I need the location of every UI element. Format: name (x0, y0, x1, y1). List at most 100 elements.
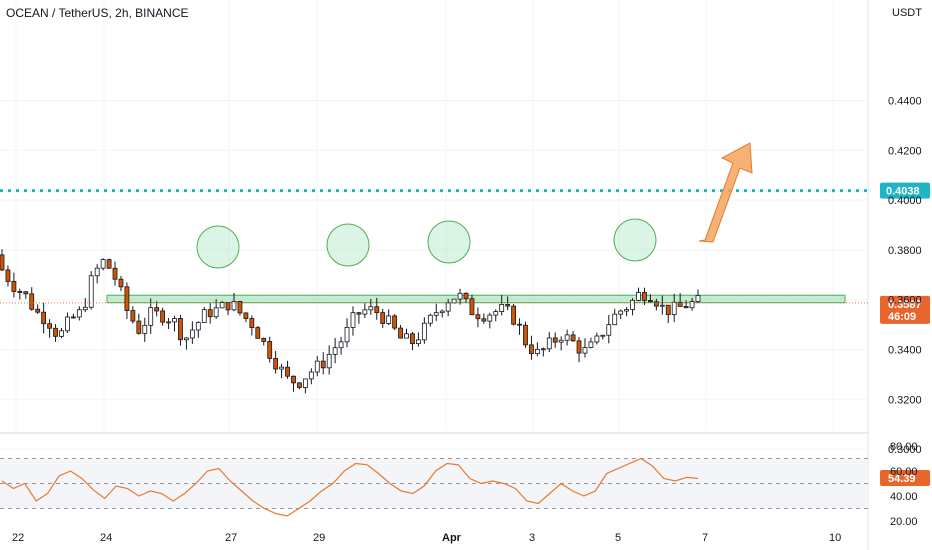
candle-body (53, 327, 58, 337)
candle-body (439, 310, 445, 314)
rsi-tick-label: 40.00 (890, 491, 918, 503)
resistance-zone (106, 294, 846, 304)
candle-body (451, 298, 457, 304)
candle-body (463, 292, 469, 300)
candle-body (588, 341, 594, 348)
candle-body (70, 316, 76, 319)
candle-body (505, 303, 511, 307)
candle-body (499, 303, 505, 312)
candle-body (380, 312, 386, 324)
candle-body (184, 337, 189, 341)
candle-body (308, 371, 314, 380)
candle-body (582, 347, 588, 354)
candle-body (576, 340, 582, 354)
candle-body (279, 366, 284, 370)
candle-body (677, 301, 683, 307)
candle-body (118, 278, 124, 288)
candle-body (237, 300, 243, 314)
candle-body (350, 312, 356, 328)
price-tick-label: 0.4400 (888, 96, 922, 108)
candle-body (546, 337, 552, 350)
candle-body (261, 337, 267, 342)
candle-body (689, 301, 695, 309)
touch-point-circle (427, 220, 471, 264)
price-tick-label: 0.3800 (888, 245, 922, 257)
rsi-pane: 54.39 (0, 457, 930, 517)
candle-body (88, 275, 94, 308)
time-tick-label: 10 (829, 532, 841, 544)
time-tick-label: Apr (442, 532, 462, 544)
price-tick-label: 0.4000 (888, 195, 922, 207)
candle-body (130, 310, 136, 322)
candle-body (106, 259, 112, 269)
candle-body (594, 335, 600, 343)
time-tick-label: 5 (615, 532, 621, 544)
time-tick-label: 22 (12, 532, 24, 544)
candle-body (297, 382, 302, 388)
candle-body (314, 360, 320, 373)
candle-body (362, 309, 368, 315)
candle-body (338, 341, 344, 349)
candle-body (671, 301, 677, 316)
touch-point-circle (326, 223, 370, 267)
candle-body (207, 309, 213, 318)
candle-body (142, 324, 148, 334)
candle-body (23, 291, 29, 295)
candle-body (112, 267, 118, 280)
candle-body (136, 320, 142, 334)
candle-body (0, 254, 5, 271)
grid (0, 0, 869, 550)
candle-body (404, 333, 409, 339)
candle-body (481, 318, 487, 322)
candle-body (552, 337, 558, 343)
candle-body (326, 353, 332, 369)
candle-body (65, 316, 70, 332)
candle-body (231, 300, 237, 311)
breakout-arrow (698, 142, 753, 243)
candle-body (59, 330, 64, 337)
candle-body (648, 300, 653, 303)
resistance-zone-group (106, 294, 846, 304)
candle-body (511, 305, 516, 325)
candle-body (332, 347, 338, 355)
candle-body (392, 315, 398, 329)
candle-body (529, 344, 534, 355)
target-price-badge (880, 182, 930, 199)
candle-body (653, 301, 659, 307)
candle-body (416, 339, 421, 345)
candle-body (517, 323, 522, 326)
candle-body (642, 292, 647, 301)
candles (0, 249, 701, 394)
countdown-label: 46:09 (888, 311, 916, 323)
candle-body (82, 306, 88, 311)
candle-body (178, 318, 183, 341)
last-price-label: 0.3587 (888, 299, 922, 311)
candle-body (534, 348, 540, 355)
candle-body (475, 314, 481, 320)
candle-body (493, 311, 499, 316)
candle-body (368, 306, 374, 311)
time-tick-label: 7 (702, 532, 708, 544)
price-tick-label: 0.3400 (888, 345, 922, 357)
candle-body (558, 339, 564, 343)
candle-body (433, 312, 439, 316)
candle-body (445, 302, 451, 312)
candle-body (612, 313, 618, 326)
candle-body (356, 312, 362, 315)
candle-body (683, 306, 689, 309)
rsi-tick-label: 80.00 (890, 441, 918, 453)
last-price-badge (880, 295, 930, 324)
candle-body (630, 299, 635, 310)
rsi-tick-label: 60.00 (890, 466, 918, 478)
candle-body (11, 281, 17, 292)
candle-body (421, 322, 427, 341)
candle-body (273, 358, 279, 370)
time-tick-label: 27 (225, 532, 237, 544)
candle-body (398, 327, 403, 339)
rsi-tick-label: 20.00 (890, 516, 918, 528)
candle-body (624, 309, 630, 312)
candle-body (695, 295, 701, 302)
candle-body (659, 304, 665, 307)
axes: 0.4400 0.4200 0.4000 0.3800 0.3600 0.3400 0.32… (12, 96, 922, 545)
